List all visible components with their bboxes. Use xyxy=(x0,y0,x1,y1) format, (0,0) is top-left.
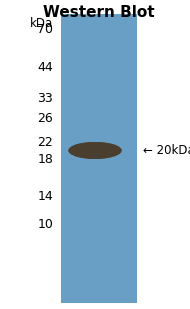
Ellipse shape xyxy=(76,145,114,156)
Text: kDa: kDa xyxy=(30,17,53,30)
Text: 33: 33 xyxy=(37,92,53,105)
Text: 26: 26 xyxy=(37,112,53,125)
Ellipse shape xyxy=(68,142,122,159)
FancyBboxPatch shape xyxy=(61,14,137,303)
Text: 10: 10 xyxy=(37,218,53,231)
Text: ← 20kDa: ← 20kDa xyxy=(143,144,190,157)
Ellipse shape xyxy=(68,142,122,159)
Text: Western Blot: Western Blot xyxy=(43,5,155,20)
Ellipse shape xyxy=(84,147,106,154)
Text: 22: 22 xyxy=(37,136,53,149)
Text: 70: 70 xyxy=(37,23,53,36)
Text: 18: 18 xyxy=(37,153,53,166)
Text: 14: 14 xyxy=(37,190,53,203)
Text: 44: 44 xyxy=(37,61,53,74)
